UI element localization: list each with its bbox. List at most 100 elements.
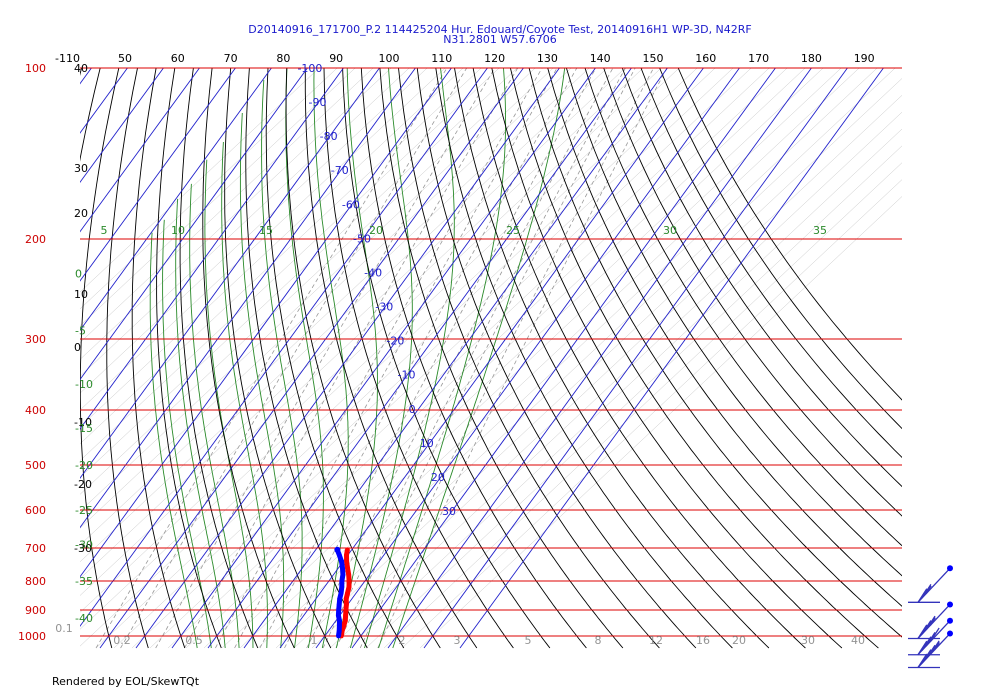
mixing-ratio-line <box>80 68 356 327</box>
chart-title-line-1: D20140916_171700_P.2 114425204 Hur. Edou… <box>248 23 752 36</box>
mixing-ratio-lines <box>80 68 902 649</box>
mixing-ratio-label: 2 <box>399 634 406 647</box>
isotherm-label: -10 <box>398 369 416 382</box>
mixing-ratio-line <box>80 68 626 580</box>
mixing-ratio-label: 5 <box>525 634 532 647</box>
mixing-ratio-line <box>275 68 896 649</box>
mixing-ratio-line <box>259 68 578 649</box>
dry-adiabat-line <box>603 68 902 517</box>
mixing-ratio-line <box>221 68 842 649</box>
dry-adiabat-line <box>379 68 624 649</box>
mixing-ratio-line <box>80 68 392 360</box>
mixing-ratio-label: 0.5 <box>185 634 203 647</box>
dewpoint-trace-point <box>336 623 342 629</box>
pressure-label: 900 <box>25 604 46 617</box>
wind-barb-feather <box>933 642 940 651</box>
dry-adiabat-line <box>202 68 295 649</box>
temperature-trace-point <box>343 607 349 613</box>
wind-barb <box>908 617 953 656</box>
dry-adiabat-line <box>659 68 902 430</box>
dry-adiabat-line <box>80 68 120 649</box>
thetae-label: -5 <box>75 325 86 338</box>
wind-barb-feather <box>929 627 940 642</box>
dry-adiabat-line <box>80 68 83 76</box>
moist-adiabat-line <box>175 198 226 649</box>
theta-label: 30 <box>74 162 88 175</box>
top-temperature-label: 160 <box>695 52 716 65</box>
mixing-ratio-line <box>80 68 644 596</box>
dry-adiabat-line <box>106 68 149 649</box>
isotherm-line <box>423 68 848 649</box>
wind-barb <box>908 630 953 669</box>
temperature-trace-point <box>343 596 349 602</box>
moist-adiabat-line <box>239 112 285 649</box>
dewpoint-trace <box>334 548 346 637</box>
isotherm-line <box>80 68 200 233</box>
isotherm-line <box>459 68 884 649</box>
wind-barb-feather <box>921 620 932 635</box>
thetae-label: -25 <box>75 504 93 517</box>
pressure-label: 800 <box>25 575 46 588</box>
dry-adiabat-line <box>509 68 879 649</box>
isotherm-label: -60 <box>342 198 360 211</box>
thetae-top-label: 30 <box>663 224 677 237</box>
theta-label: 10 <box>74 288 88 301</box>
isotherm-line <box>279 68 704 649</box>
mixing-ratio-line <box>80 68 590 546</box>
isotherm-line <box>80 68 344 430</box>
isotherm-label: -20 <box>386 335 404 348</box>
mixing-ratio-line <box>80 68 536 495</box>
dry-adiabat-line <box>621 68 902 488</box>
thetae-top-label: 25 <box>506 224 520 237</box>
isotherm-line <box>80 68 452 578</box>
mixing-ratio-line <box>377 68 668 649</box>
pressure-label: 300 <box>25 333 46 346</box>
dry-adiabat-line <box>454 68 770 649</box>
temperature-trace-point <box>346 584 352 590</box>
isotherm-lines <box>80 68 884 649</box>
sounding-traces <box>334 546 352 639</box>
isotherm-line <box>243 68 668 649</box>
top-temperature-label: 150 <box>643 52 664 65</box>
top-temperature-label: 60 <box>171 52 185 65</box>
dry-adiabat-line <box>342 68 551 649</box>
mixing-ratio-label: 40 <box>851 634 865 647</box>
thetae-top-label: 20 <box>369 224 383 237</box>
mixing-ratio-line <box>80 68 320 293</box>
isotherm-label: -70 <box>331 164 349 177</box>
dry-adiabat-line <box>131 68 186 649</box>
dry-adiabat-line <box>285 68 441 649</box>
dry-adiabat-line <box>360 68 587 649</box>
temperature-trace-point <box>343 602 349 607</box>
isotherm-label: -90 <box>309 96 327 109</box>
mixing-ratio-line <box>149 68 770 649</box>
thetae-label: -40 <box>75 612 93 625</box>
temperature-trace-point <box>346 578 352 584</box>
mixing-ratio-line <box>80 68 608 563</box>
mixing-ratio-line <box>329 111 902 649</box>
top-temperature-label: 140 <box>590 52 611 65</box>
chart-title-line-2: N31.2801 W57.6706 <box>443 33 557 46</box>
isotherm-line <box>80 68 164 184</box>
wind-barb-feather <box>925 644 936 660</box>
mixing-ratio-line <box>131 68 752 649</box>
wind-barb-feather <box>925 632 936 647</box>
top-temperature-label: 130 <box>537 52 558 65</box>
pressure-label: 400 <box>25 404 46 417</box>
moist-adiabat-line <box>221 141 268 649</box>
isotherm-line <box>80 68 272 331</box>
pressure-label: 1000 <box>18 630 46 643</box>
temperature-trace-point <box>345 547 350 553</box>
top-temperature-label: 70 <box>224 52 238 65</box>
dewpoint-trace-point <box>340 572 346 578</box>
dewpoint-trace-point <box>339 578 345 584</box>
isotherm-label: -50 <box>353 232 371 245</box>
moist-adiabat-line <box>378 68 507 649</box>
dry-adiabat-line <box>547 68 902 607</box>
mixing-ratio-line <box>184 68 519 649</box>
wind-barb-feather <box>921 636 932 651</box>
mixing-ratio-line <box>80 68 518 478</box>
isotherm-label: 30 <box>442 505 456 518</box>
mixing-ratio-line <box>80 68 482 445</box>
